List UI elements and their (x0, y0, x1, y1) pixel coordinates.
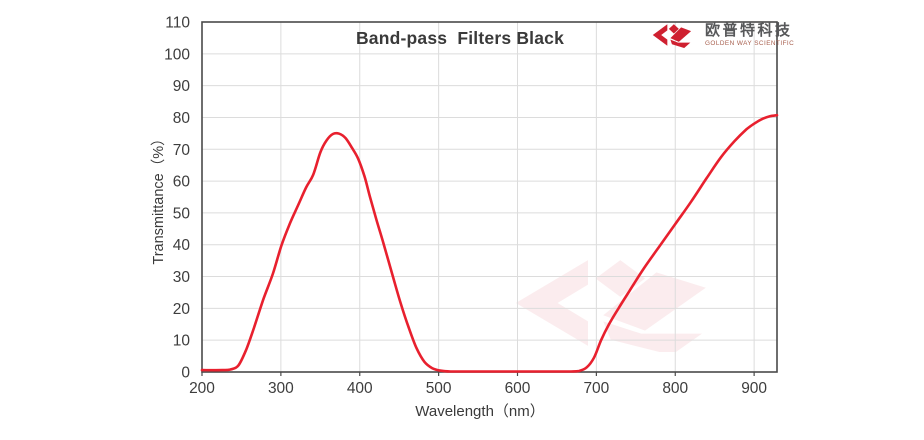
chart-title: Band-pass Filters Black (355, 28, 565, 48)
x-tick-label: 500 (426, 380, 452, 397)
x-tick-labels: 200 300 400 500 600 700 800 900 (189, 380, 767, 397)
company-logo-text: 欧普特科技 GOLDEN WAY SCIENTIFIC (705, 23, 794, 47)
y-tick-label: 10 (173, 333, 191, 350)
y-tick-label: 50 (173, 205, 191, 222)
y-tick-label: 60 (173, 174, 191, 191)
y-tick-label: 70 (173, 142, 191, 159)
y-tick-label: 40 (173, 237, 191, 254)
y-tick-label: 0 (181, 365, 190, 382)
x-tick-label: 800 (662, 380, 688, 397)
company-logo: 欧普特科技 GOLDEN WAY SCIENTIFIC (652, 22, 794, 48)
y-tick-label: 110 (165, 15, 190, 32)
x-axis-title: Wavelength（nm） (415, 403, 545, 420)
y-tick-label: 90 (173, 78, 191, 95)
y-tick-label: 20 (173, 301, 191, 318)
gridlines (202, 22, 777, 372)
x-tick-label: 600 (505, 380, 531, 397)
y-tick-label: 30 (173, 269, 191, 286)
plot-frame (201, 21, 778, 373)
series-transmittance (200, 113, 779, 373)
company-name-en: GOLDEN WAY SCIENTIFIC (705, 39, 795, 47)
x-tick-label: 400 (347, 380, 373, 397)
y-axis-title: Transmittance（%） (151, 131, 167, 265)
y-tick-labels: 0 10 20 30 40 50 60 70 80 90 100 110 (164, 15, 190, 382)
x-tick-label: 900 (741, 380, 767, 397)
x-tick-label: 300 (268, 380, 294, 397)
y-tick-label: 100 (164, 46, 190, 63)
x-tick-label: 700 (583, 380, 609, 397)
company-name-cn: 欧普特科技 (705, 21, 793, 39)
company-logo-icon (652, 24, 692, 48)
x-tick-label: 200 (189, 380, 215, 397)
y-tick-label: 80 (173, 110, 191, 127)
